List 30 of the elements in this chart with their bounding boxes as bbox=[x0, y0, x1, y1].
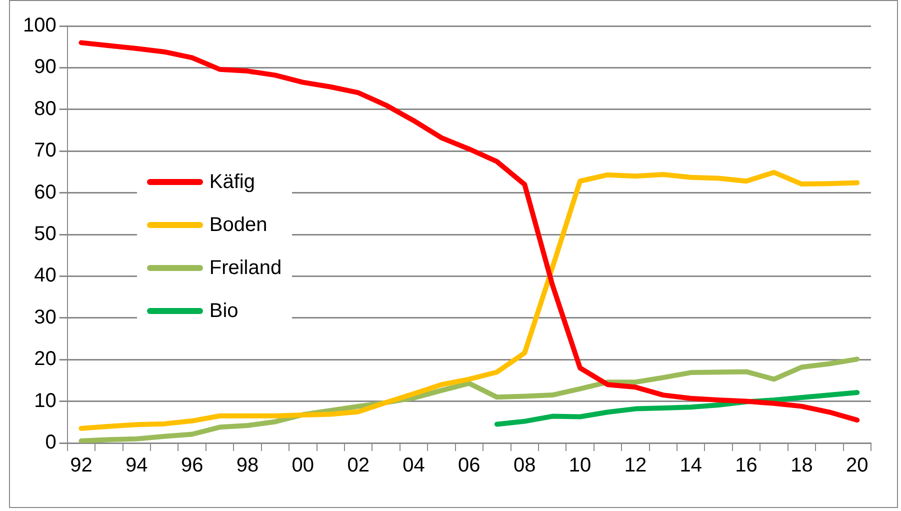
x-tick-label: 08 bbox=[513, 454, 536, 477]
x-tick-label: 10 bbox=[568, 454, 592, 477]
x-tick-label: 16 bbox=[735, 454, 758, 477]
x-tick-label: 20 bbox=[846, 454, 868, 477]
y-tick-label: 90 bbox=[34, 56, 56, 78]
y-tick-label: 10 bbox=[34, 390, 56, 412]
y-tick-label: 0 bbox=[45, 432, 56, 454]
y-tick-label: 20 bbox=[34, 348, 56, 370]
x-tick-label: 96 bbox=[180, 454, 204, 477]
y-tick-label: 80 bbox=[34, 98, 56, 120]
legend-label: Freiland bbox=[209, 256, 282, 280]
y-tick-label: 30 bbox=[34, 306, 56, 328]
x-tick-label: 00 bbox=[292, 454, 314, 477]
x-tick-label: 94 bbox=[126, 454, 148, 477]
y-tick-label: 70 bbox=[34, 140, 56, 162]
x-tick-label: 06 bbox=[458, 454, 480, 477]
x-tick-label: 02 bbox=[347, 454, 370, 477]
y-tick-label: 60 bbox=[34, 181, 56, 204]
x-tick-label: 12 bbox=[624, 454, 647, 477]
legend-label: Bio bbox=[209, 300, 238, 322]
y-tick-label: 40 bbox=[34, 264, 56, 287]
x-tick-label: 18 bbox=[790, 454, 813, 477]
x-tick-label: 14 bbox=[680, 454, 702, 477]
y-tick-label: 50 bbox=[34, 223, 56, 246]
y-tick-label: 100 bbox=[22, 14, 56, 37]
legend-label: Käfig bbox=[209, 170, 255, 194]
x-tick-label: 92 bbox=[70, 454, 92, 477]
x-tick-label: 04 bbox=[402, 454, 425, 477]
legend-label: Boden bbox=[209, 214, 268, 236]
x-tick-label: 98 bbox=[236, 454, 259, 477]
